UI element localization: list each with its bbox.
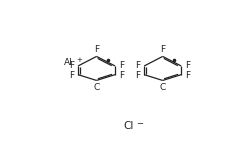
Text: F: F — [185, 61, 190, 70]
Text: F: F — [134, 71, 139, 80]
Text: Al: Al — [64, 58, 72, 67]
Text: F: F — [68, 71, 73, 80]
Text: F: F — [94, 45, 99, 54]
Text: C: C — [159, 83, 165, 92]
Text: F: F — [68, 61, 73, 70]
Text: F: F — [185, 71, 190, 80]
Text: +: + — [76, 57, 82, 63]
Text: F: F — [119, 71, 124, 80]
Text: F: F — [119, 61, 124, 70]
Text: F: F — [160, 45, 164, 54]
Text: −: − — [136, 119, 142, 128]
Text: Cl: Cl — [123, 121, 133, 131]
Text: C: C — [93, 83, 99, 92]
Text: F: F — [134, 61, 139, 70]
